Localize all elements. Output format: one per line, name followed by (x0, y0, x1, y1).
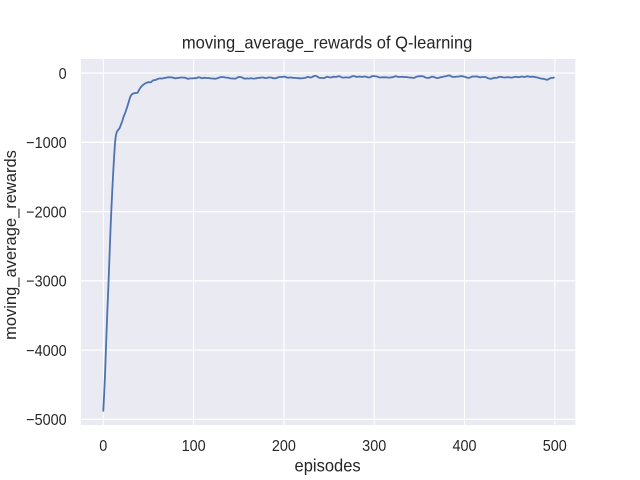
svg-text:−5000: −5000 (26, 412, 66, 430)
svg-text:episodes: episodes (294, 455, 360, 476)
svg-text:0: 0 (99, 437, 107, 455)
svg-text:400: 400 (452, 437, 476, 455)
svg-text:−2000: −2000 (26, 204, 66, 222)
svg-text:200: 200 (272, 437, 296, 455)
svg-text:moving_average_rewards: moving_average_rewards (2, 150, 20, 340)
svg-text:0: 0 (59, 65, 67, 83)
svg-text:−1000: −1000 (26, 134, 66, 152)
svg-text:moving_average_rewards of Q-le: moving_average_rewards of Q-learning (182, 32, 472, 53)
svg-text:−4000: −4000 (26, 342, 66, 360)
svg-text:−3000: −3000 (26, 273, 66, 291)
svg-text:100: 100 (182, 437, 206, 455)
svg-text:300: 300 (362, 437, 386, 455)
svg-text:500: 500 (543, 437, 567, 455)
